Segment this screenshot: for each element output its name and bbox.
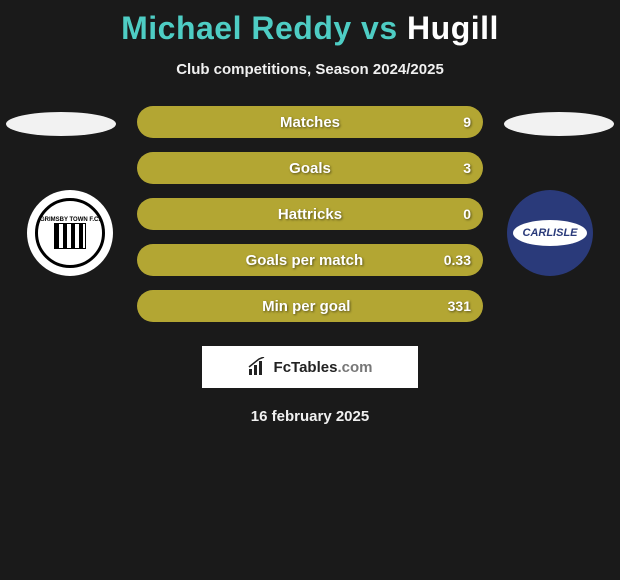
left-accent-ellipse	[6, 112, 116, 136]
stat-right-value: 0	[443, 206, 483, 222]
stat-right-value: 3	[443, 160, 483, 176]
club-badge-left: GRIMSBY TOWN F.C.	[27, 190, 113, 276]
stat-row-matches: Matches 9	[137, 106, 483, 138]
stat-label: Goals	[177, 160, 443, 177]
brand-box[interactable]: FcTables.com	[202, 346, 418, 388]
bars-chart-icon	[248, 357, 268, 377]
carlisle-crest-icon: CARLISLE	[507, 190, 593, 276]
stat-right-value: 331	[436, 298, 483, 314]
brand-name-main: FcTables	[274, 359, 338, 376]
stat-row-hattricks: Hattricks 0	[137, 198, 483, 230]
date-line: 16 february 2025	[0, 408, 620, 425]
title-player1: Michael Reddy	[121, 10, 352, 46]
stat-label: Min per goal	[177, 298, 436, 315]
stat-row-mpg: Min per goal 331	[137, 290, 483, 322]
stat-right-value: 9	[443, 114, 483, 130]
page-title: Michael Reddy vs Hugill	[0, 0, 620, 47]
grimsby-crest-icon: GRIMSBY TOWN F.C.	[35, 198, 105, 268]
carlisle-wordmark: CARLISLE	[513, 220, 587, 246]
stat-label: Hattricks	[177, 206, 443, 223]
stat-label: Matches	[177, 114, 443, 131]
stat-row-goals: Goals 3	[137, 152, 483, 184]
brand-name-tld: .com	[337, 359, 372, 376]
comparison-area: GRIMSBY TOWN F.C. CARLISLE Matches 9 Goa…	[0, 106, 620, 425]
club-badge-right: CARLISLE	[507, 190, 593, 276]
title-player2: Hugill	[407, 10, 499, 46]
right-accent-ellipse	[504, 112, 614, 136]
crest-stripes-icon	[54, 223, 86, 249]
stat-row-gpm: Goals per match 0.33	[137, 244, 483, 276]
stat-right-value: 0.33	[432, 252, 483, 268]
title-vs: vs	[361, 10, 398, 46]
subtitle: Club competitions, Season 2024/2025	[0, 61, 620, 78]
stat-label: Goals per match	[177, 252, 432, 269]
brand-text: FcTables.com	[274, 359, 373, 376]
